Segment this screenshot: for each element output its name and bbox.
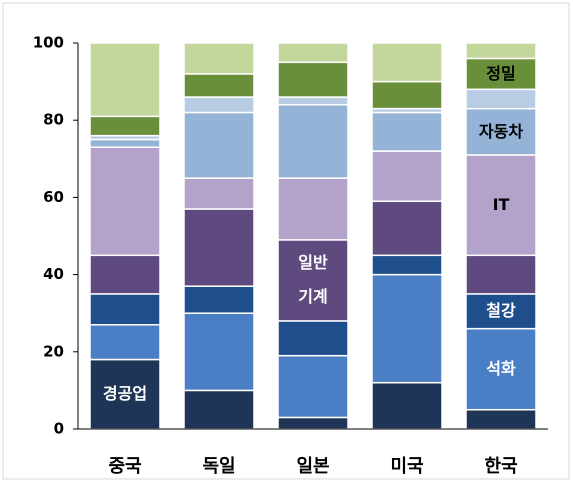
bar-segment	[277, 61, 349, 98]
bar-segment	[277, 96, 349, 106]
segment-label: 정밀	[486, 63, 516, 83]
segment-label: 자동차	[478, 121, 524, 141]
y-tick-label: 60	[43, 188, 64, 206]
bar-segment	[465, 254, 537, 295]
x-tick-label: 일본	[296, 456, 329, 477]
segment-label: 철강	[486, 301, 516, 321]
bar-segment	[465, 107, 537, 156]
bar-segment	[277, 104, 349, 179]
segment-label: 석화	[486, 359, 516, 379]
bar-segment	[183, 177, 255, 210]
bar-segment	[277, 177, 349, 241]
bar-segment	[183, 96, 255, 114]
bar-segment	[465, 42, 537, 60]
bar-segment	[465, 408, 537, 430]
bar-segment	[89, 115, 161, 137]
x-tick-label: 독일	[202, 456, 235, 477]
bar-segment	[465, 293, 537, 330]
bar-segment	[371, 80, 443, 110]
bar-segment	[183, 73, 255, 98]
bar-segment	[371, 273, 443, 384]
y-tick-label: 80	[43, 111, 64, 129]
bar-segment	[465, 154, 537, 257]
bar-segment	[183, 389, 255, 430]
y-tick-label: 40	[43, 265, 64, 283]
segment-label: 경공업	[102, 384, 148, 404]
x-tick-label: 중국	[108, 456, 141, 477]
bar-segment	[89, 146, 161, 257]
y-tick-label: 20	[43, 342, 64, 360]
segment-label: 일반 기계	[298, 253, 328, 307]
bar-segment	[465, 88, 537, 110]
bar-segment	[183, 111, 255, 179]
bar-segment	[371, 150, 443, 203]
bar-segment	[371, 200, 443, 257]
bar-segment	[89, 254, 161, 295]
bar-segment	[277, 354, 349, 419]
segment-label: IT	[492, 195, 510, 215]
x-tick-label: 한국	[484, 456, 517, 477]
bar-segment	[89, 138, 161, 148]
bar-segment	[183, 42, 255, 75]
bar-segment	[89, 324, 161, 361]
bar-segment	[277, 42, 349, 64]
x-tick-label: 미국	[390, 456, 423, 477]
y-tick-label: 0	[54, 420, 64, 438]
bar-segment	[371, 381, 443, 430]
bar-segment	[183, 312, 255, 392]
bar-segment	[465, 327, 537, 411]
bar-segment	[183, 208, 255, 287]
bar-segment	[277, 320, 349, 357]
bar-segment	[371, 254, 443, 276]
bar-segment	[371, 42, 443, 83]
y-tick-label: 100	[33, 34, 64, 52]
bar-segment	[277, 416, 349, 430]
bar-segment	[183, 285, 255, 314]
bar-segment	[371, 111, 443, 152]
bar-segment	[89, 42, 161, 118]
bar-segment	[89, 293, 161, 326]
